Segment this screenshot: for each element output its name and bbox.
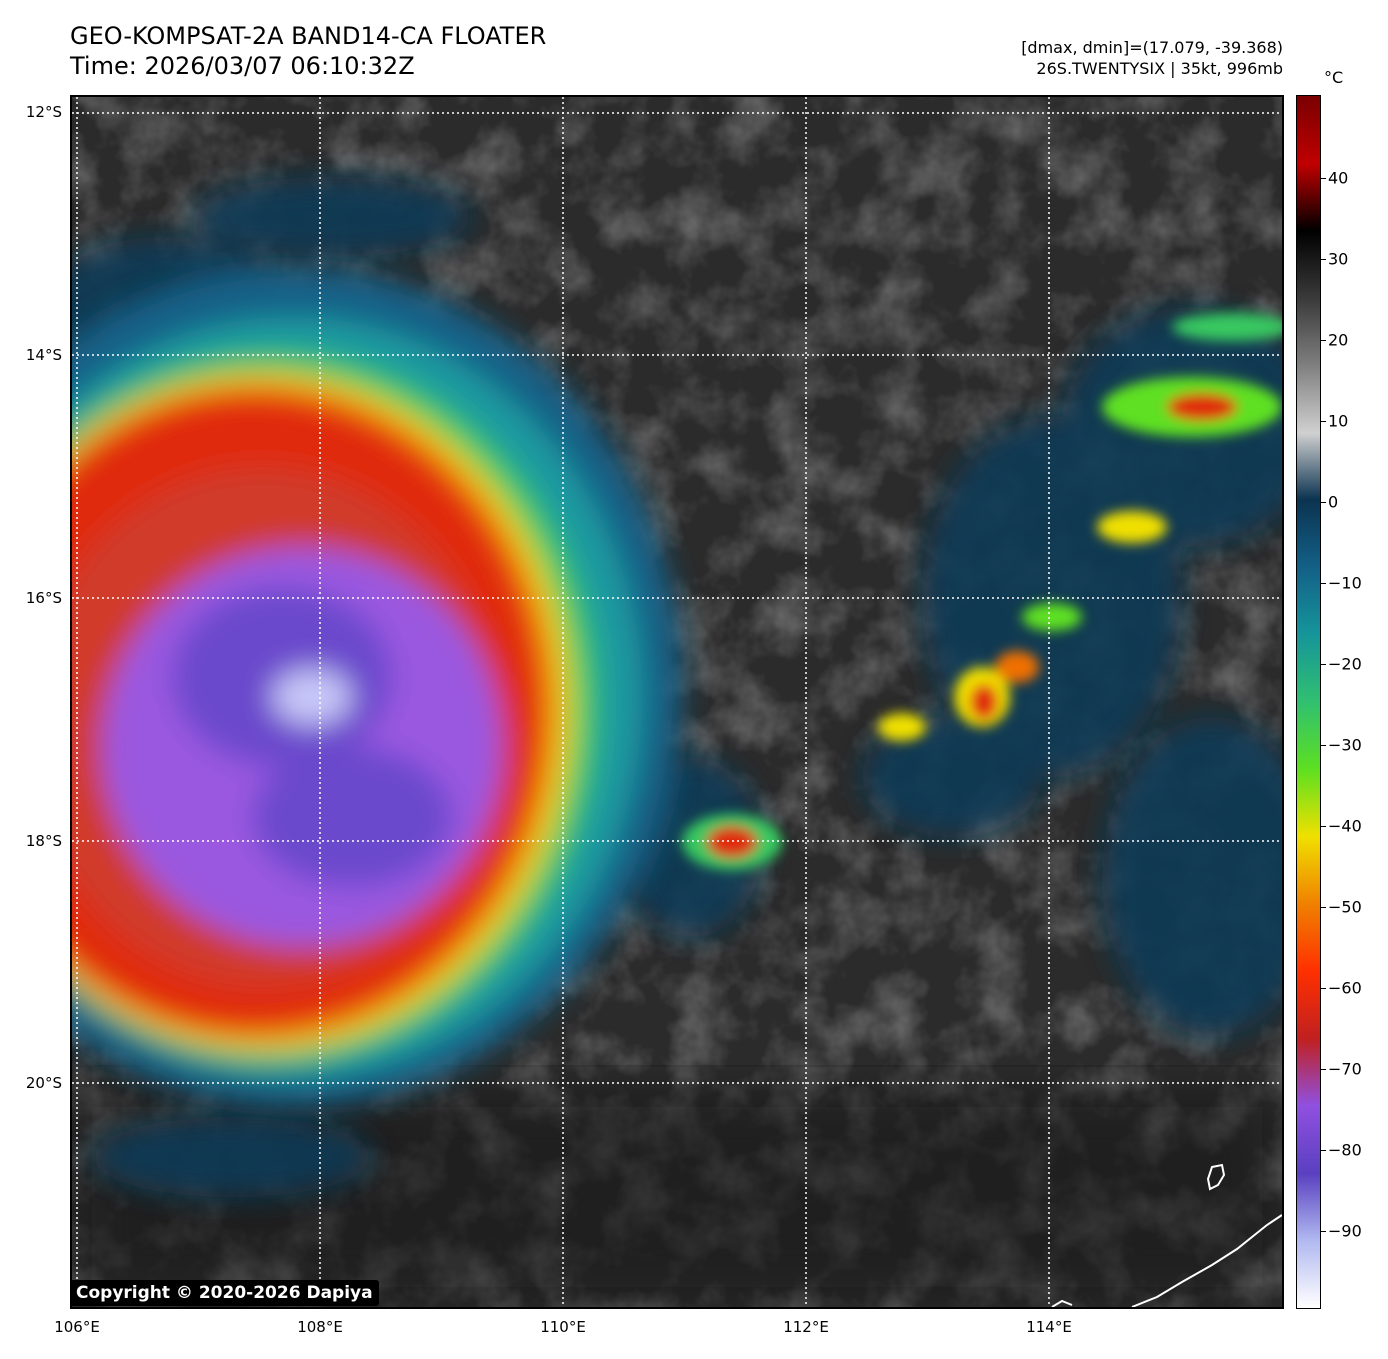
colorbar-unit: °C xyxy=(1324,68,1344,87)
colorbar-tick-mark xyxy=(1321,340,1326,341)
colorbar-tick-mark xyxy=(1321,1231,1326,1232)
lat-label-16s: 16°S xyxy=(25,589,62,607)
lat-label-20s: 20°S xyxy=(25,1074,62,1092)
colorbar-tick-label: −70 xyxy=(1328,1059,1362,1079)
colorbar-tick-label: 10 xyxy=(1328,411,1349,431)
colorbar-tick-label: −50 xyxy=(1328,897,1362,917)
colorbar-tick-label: −80 xyxy=(1328,1140,1362,1160)
colorbar-tick-mark xyxy=(1321,421,1326,422)
colorbar-tick-mark xyxy=(1321,826,1326,827)
colorbar-tick-mark xyxy=(1321,745,1326,746)
timestamp: Time: 2026/03/07 06:10:32Z xyxy=(70,52,415,80)
colorbar-tick-label: 30 xyxy=(1328,249,1349,269)
lon-label-112e: 112°E xyxy=(783,1318,829,1336)
colorbar-tick-label: −90 xyxy=(1328,1221,1362,1241)
colorbar-tick-label: −40 xyxy=(1328,816,1362,836)
colorbar-tick-mark xyxy=(1321,502,1326,503)
colorbar-tick-label: −10 xyxy=(1328,573,1362,593)
colorbar xyxy=(1296,95,1321,1309)
colorbar-tick-label: −30 xyxy=(1328,735,1362,755)
data-range-label: [dmax, dmin]=(17.079, -39.368) xyxy=(1021,38,1283,57)
chart-title: GEO-KOMPSAT-2A BAND14-CA FLOATER xyxy=(70,22,547,50)
colorbar-tick-label: −20 xyxy=(1328,654,1362,674)
storm-info-label: 26S.TWENTYSIX | 35kt, 996mb xyxy=(1036,59,1283,78)
lat-label-14s: 14°S xyxy=(25,346,62,364)
satellite-image xyxy=(72,97,1282,1307)
lon-label-110e: 110°E xyxy=(540,1318,586,1336)
colorbar-tick-label: 20 xyxy=(1328,330,1349,350)
colorbar-tick-mark xyxy=(1321,907,1326,908)
colorbar-tick-mark xyxy=(1321,1150,1326,1151)
colorbar-tick-mark xyxy=(1321,664,1326,665)
colorbar-tick-mark xyxy=(1321,178,1326,179)
lat-label-18s: 18°S xyxy=(25,832,62,850)
colorbar-tick-label: −60 xyxy=(1328,978,1362,998)
lon-label-108e: 108°E xyxy=(297,1318,343,1336)
lon-label-114e: 114°E xyxy=(1026,1318,1072,1336)
colorbar-tick-mark xyxy=(1321,1069,1326,1070)
lat-label-12s: 12°S xyxy=(25,103,62,121)
colorbar-tick-mark xyxy=(1321,583,1326,584)
colorbar-tick-mark xyxy=(1321,988,1326,989)
satellite-image-map xyxy=(70,95,1284,1309)
colorbar-tick-label: 0 xyxy=(1328,492,1339,512)
colorbar-tick-mark xyxy=(1321,259,1326,260)
colorbar-tick-label: 40 xyxy=(1328,168,1349,188)
copyright-label: Copyright © 2020-2026 Dapiya xyxy=(70,1280,379,1306)
lon-label-106e: 106°E xyxy=(54,1318,100,1336)
